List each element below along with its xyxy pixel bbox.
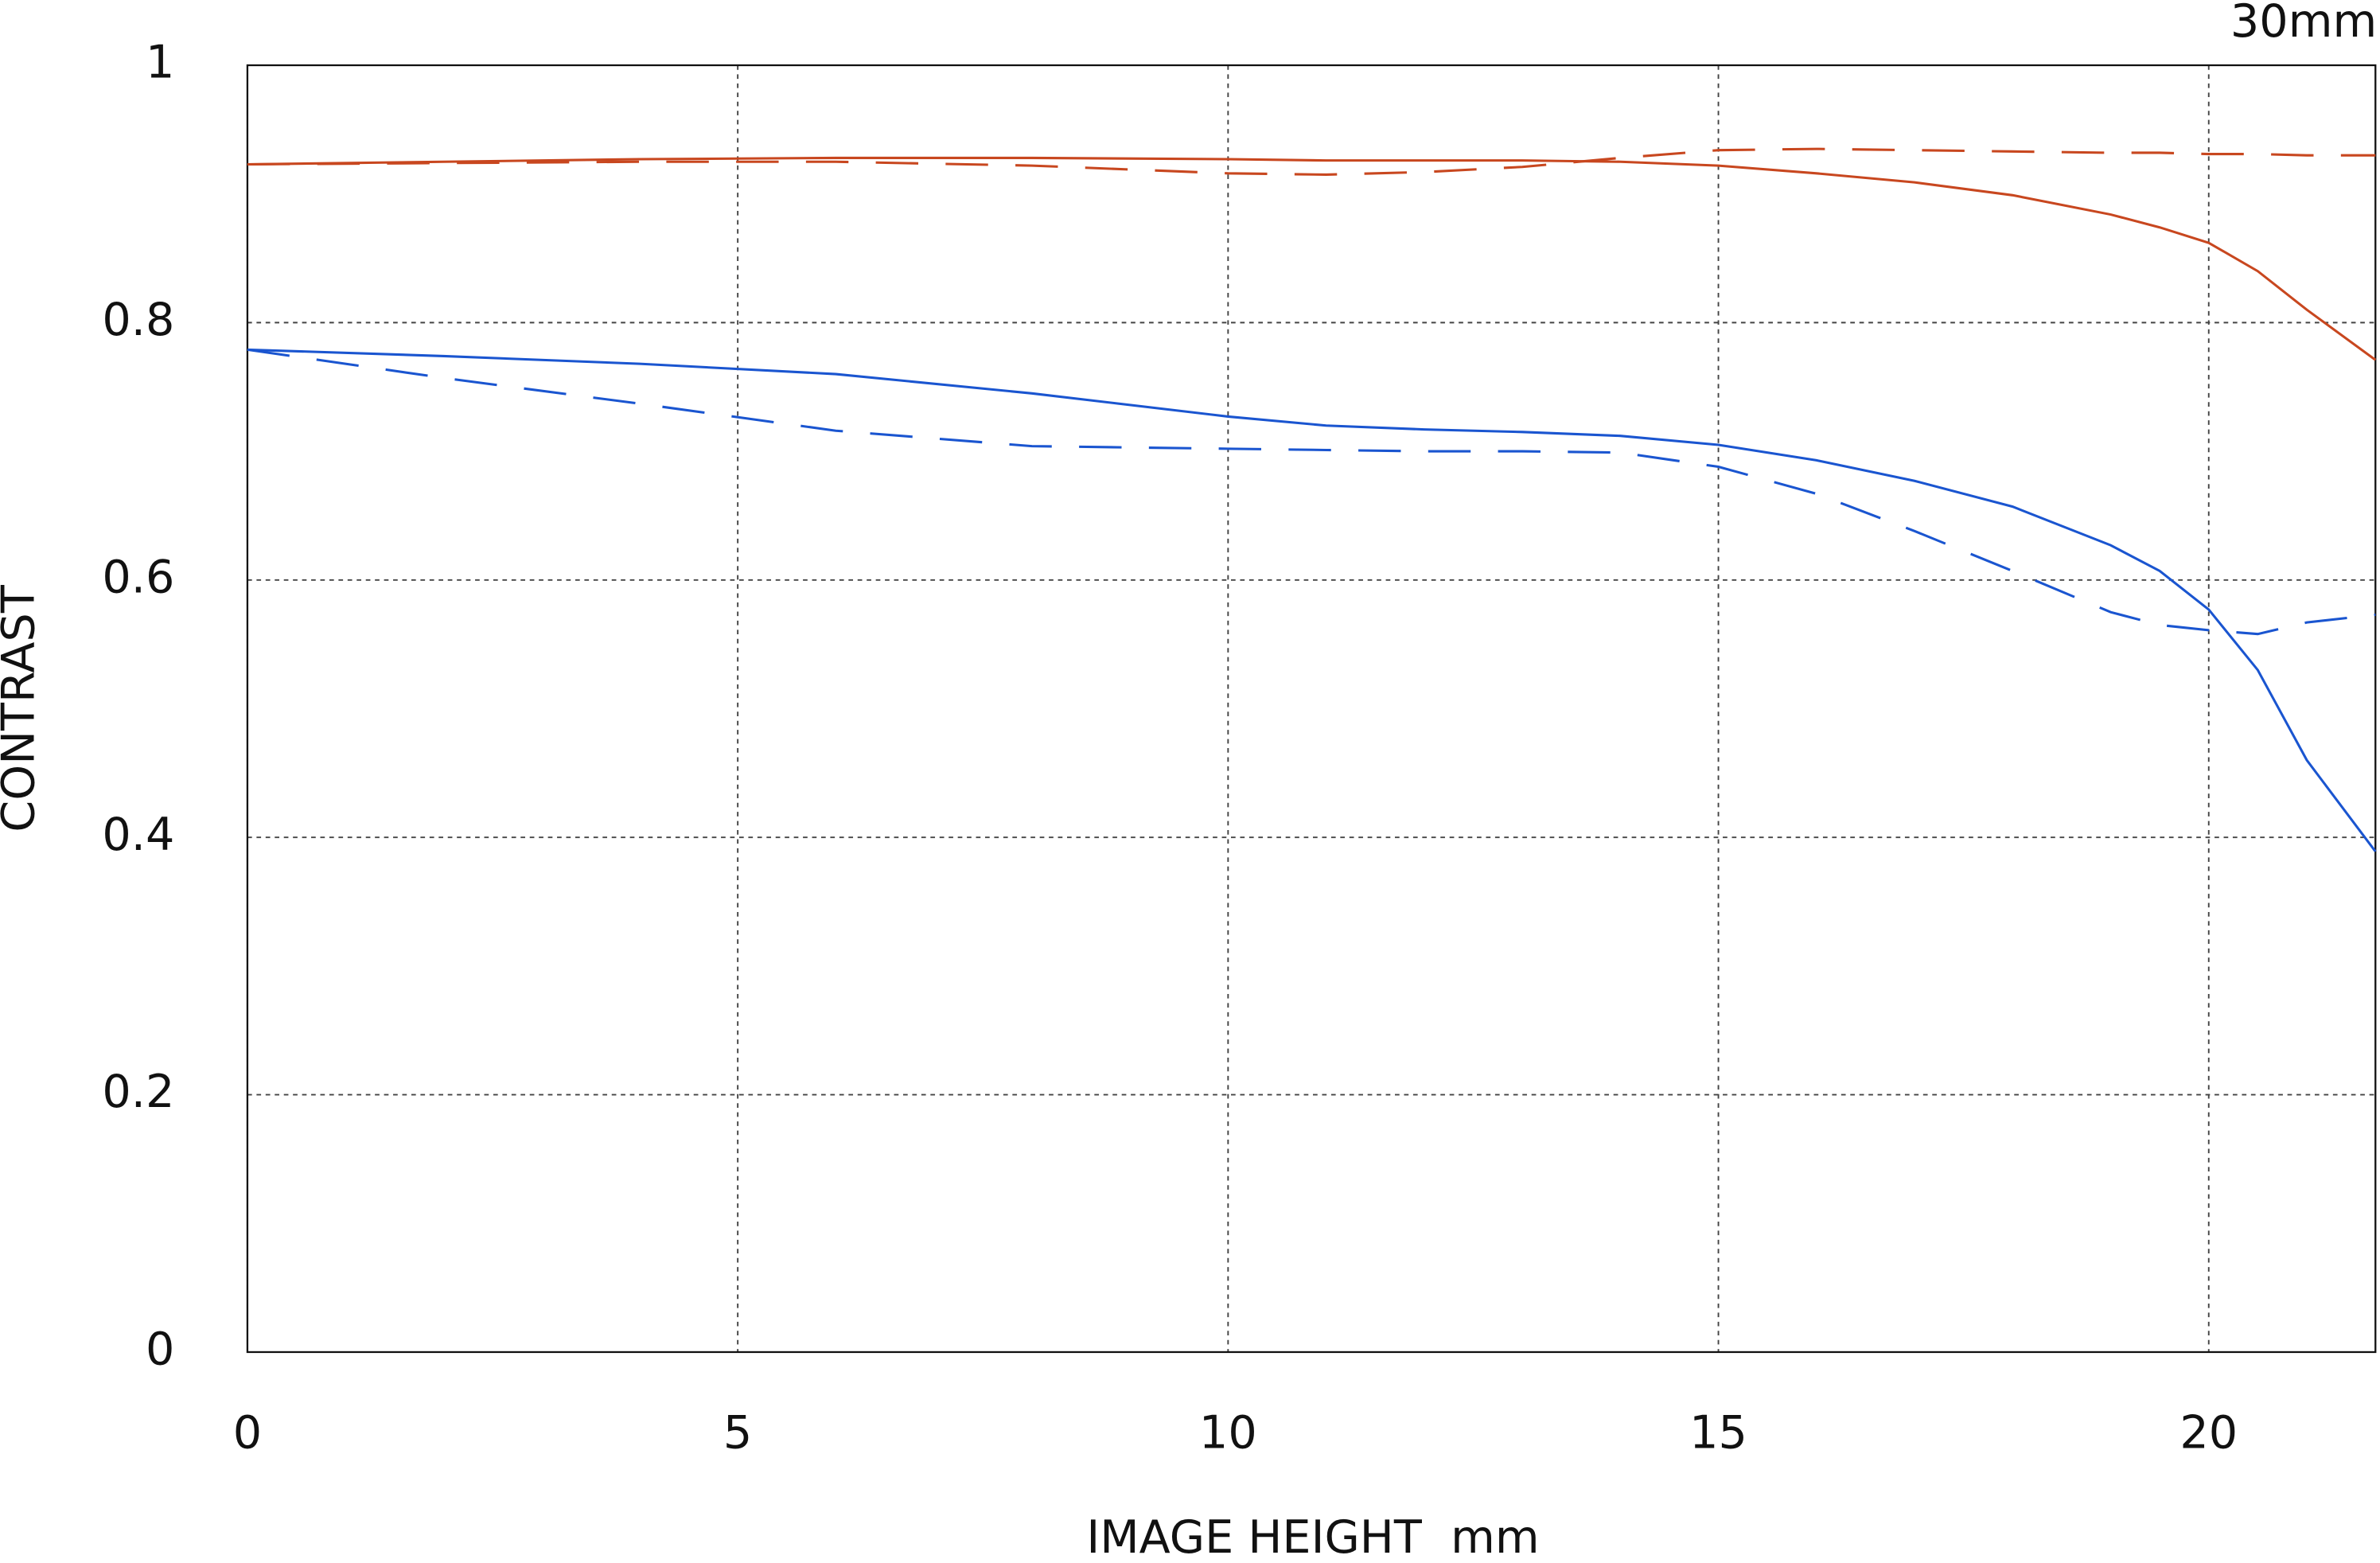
series-line [247,348,2377,852]
plot-frame [246,64,2377,1354]
x-tick-label: 5 [723,1406,752,1459]
series-line [247,147,2376,176]
y-tick-label: 1 [146,37,174,89]
y-tick-label: 0.2 [102,1066,174,1118]
y-tick-label: 0 [146,1323,174,1376]
x-tick-label: 0 [233,1406,262,1459]
y-axis-label: CONTRAST [0,584,45,832]
x-axis-label: IMAGE HEIGHT mm [1086,1511,1539,1563]
x-tick-label: 10 [1199,1406,1257,1459]
y-tick-label: 0.6 [102,551,174,603]
annotation: 30mm [2230,0,2377,48]
series-line [247,156,2377,361]
series-line [247,348,2376,636]
x-tick-label: 15 [1689,1406,1747,1459]
x-tick-label: 20 [2179,1406,2238,1459]
y-tick-label: 0.4 [102,809,174,861]
y-tick-label: 0.8 [102,294,174,346]
